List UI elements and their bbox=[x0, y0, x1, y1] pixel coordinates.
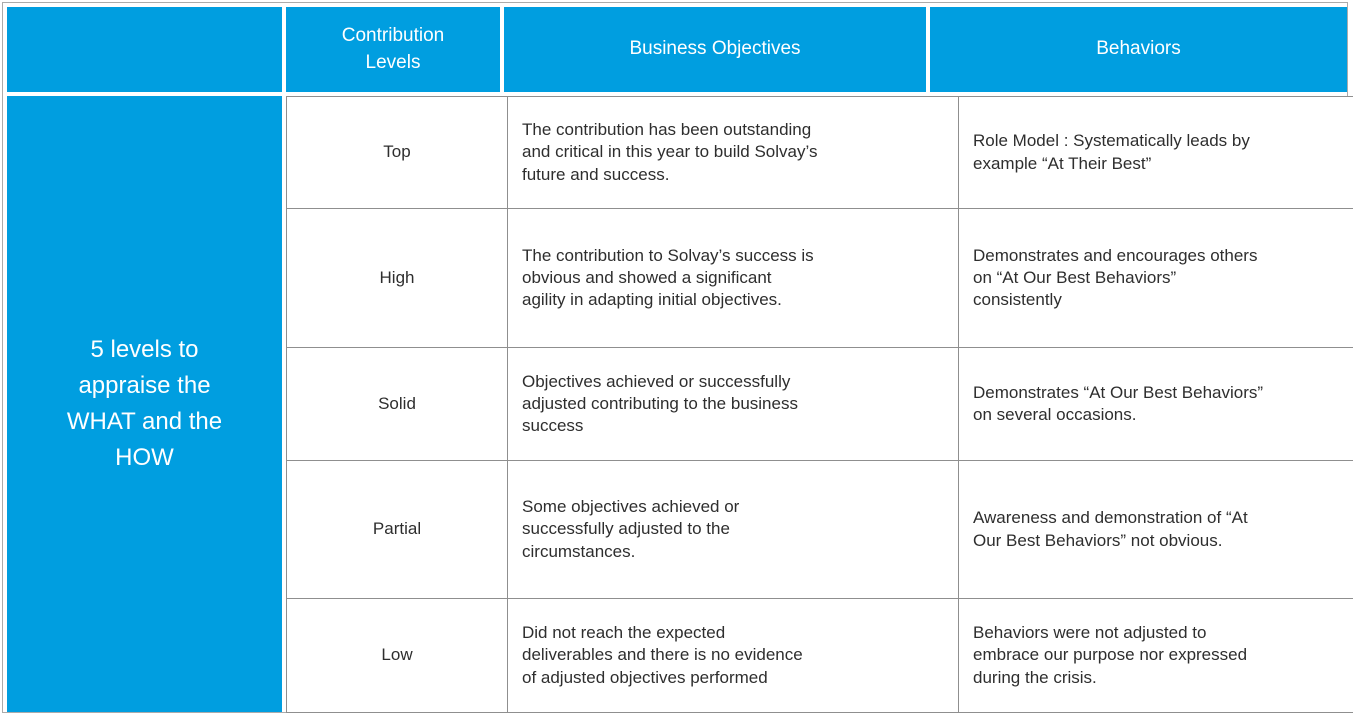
objective-cell: Some objectives achieved or successfully… bbox=[507, 460, 959, 599]
table-row-solid: Solid Objectives achieved or successfull… bbox=[286, 347, 1353, 461]
header-cell-business-objectives: Business Objectives bbox=[504, 7, 926, 92]
objective-cell: The contribution to Solvay’s success is … bbox=[507, 208, 959, 348]
behavior-cell: Role Model : Systematically leads by exa… bbox=[958, 96, 1353, 209]
behavior-cell: Awareness and demonstration of “At Our B… bbox=[958, 460, 1353, 599]
table-row-high: High The contribution to Solvay’s succes… bbox=[286, 208, 1353, 348]
behavior-cell: Behaviors were not adjusted to embrace o… bbox=[958, 598, 1353, 713]
objective-cell: The contribution has been outstanding an… bbox=[507, 96, 959, 209]
left-banner-five-levels: 5 levels to appraise the WHAT and the HO… bbox=[7, 96, 282, 712]
table-row-partial: Partial Some objectives achieved or succ… bbox=[286, 460, 1353, 599]
header-cell-behaviors: Behaviors bbox=[930, 7, 1347, 92]
objective-cell: Did not reach the expected deliverables … bbox=[507, 598, 959, 713]
table-row-top: Top The contribution has been outstandin… bbox=[286, 96, 1353, 209]
objective-cell: Objectives achieved or successfully adju… bbox=[507, 347, 959, 461]
table-body: Top The contribution has been outstandin… bbox=[286, 96, 1353, 713]
level-cell: Low bbox=[286, 598, 508, 713]
contribution-levels-table: Top The contribution has been outstandin… bbox=[286, 96, 1353, 713]
header-cell-empty bbox=[7, 7, 282, 92]
level-cell: High bbox=[286, 208, 508, 348]
level-cell: Top bbox=[286, 96, 508, 209]
behavior-cell: Demonstrates and encourages others on “A… bbox=[958, 208, 1353, 348]
level-cell: Solid bbox=[286, 347, 508, 461]
header-cell-contribution-levels: Contribution Levels bbox=[286, 7, 500, 92]
table-row-low: Low Did not reach the expected deliverab… bbox=[286, 598, 1353, 713]
behavior-cell: Demonstrates “At Our Best Behaviors” on … bbox=[958, 347, 1353, 461]
level-cell: Partial bbox=[286, 460, 508, 599]
